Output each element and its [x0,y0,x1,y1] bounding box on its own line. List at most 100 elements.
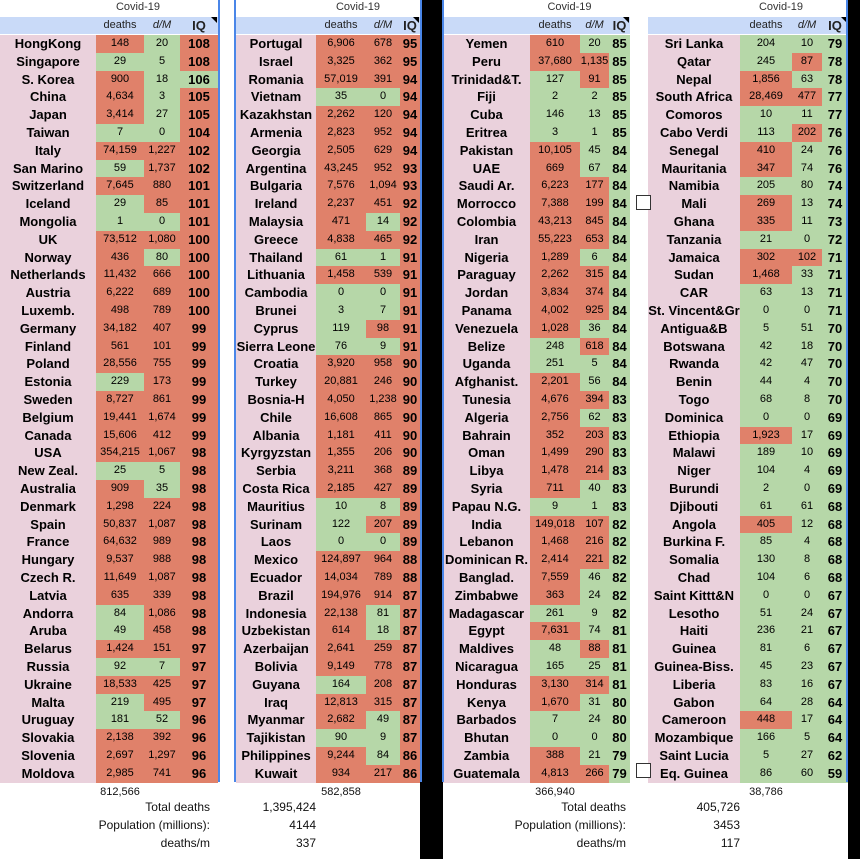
iq-cell[interactable]: 101 [180,195,218,213]
deaths-cell[interactable]: 9,537 [96,551,144,569]
country-cell[interactable]: Yemen [443,35,530,53]
deaths-cell[interactable]: 219 [96,693,144,712]
deaths-per-million-cell[interactable]: 266 [580,764,609,783]
deaths-per-million-cell[interactable]: 392 [144,729,180,747]
deaths-per-million-cell[interactable]: 81 [366,604,400,623]
summary-left-value[interactable]: 337 [295,836,316,850]
country-cell[interactable]: Liberia [648,675,740,694]
deaths-per-million-cell[interactable]: 427 [366,480,400,498]
country-cell[interactable]: Fiji [443,88,530,107]
iq-cell[interactable]: 67 [822,675,848,694]
deaths-per-million-cell[interactable]: 914 [366,586,400,605]
country-cell[interactable]: Romania [236,70,316,89]
country-cell[interactable]: Ghana [648,213,740,231]
deaths-per-million-cell[interactable]: 206 [366,444,400,463]
deaths-per-million-cell[interactable]: 98 [366,319,400,338]
country-cell[interactable]: Indonesia [236,604,316,623]
deaths-cell[interactable]: 471 [316,213,366,231]
deaths-per-million-cell[interactable]: 1 [580,124,609,142]
subtotal-cell[interactable]: 812,566 [100,785,140,798]
iq-cell[interactable]: 71 [822,266,848,285]
country-cell[interactable]: Chad [648,569,740,587]
deaths-cell[interactable]: 2,682 [316,711,366,730]
country-cell[interactable]: CAR [648,284,740,302]
deaths-cell[interactable]: 10 [740,106,792,124]
deaths-cell[interactable]: 22,138 [316,604,366,623]
iq-cell[interactable]: 94 [400,70,420,89]
iq-cell[interactable]: 73 [822,213,848,231]
deaths-per-million-cell[interactable]: 5 [792,729,822,747]
iq-cell[interactable]: 100 [180,248,218,267]
country-cell[interactable]: Malta [0,693,96,712]
deaths-cell[interactable]: 1,923 [740,426,792,445]
deaths-per-million-cell[interactable]: 87 [792,52,822,71]
deaths-per-million-cell[interactable]: 0 [792,230,822,249]
country-cell[interactable]: Madagascar [443,604,530,623]
country-cell[interactable]: USA [0,444,96,463]
iq-cell[interactable]: 96 [180,764,218,783]
country-cell[interactable]: Surinam [236,515,316,534]
iq-cell[interactable]: 90 [400,444,420,463]
iq-cell[interactable]: 93 [400,177,420,196]
iq-cell[interactable]: 98 [180,515,218,534]
country-cell[interactable]: Myanmar [236,711,316,730]
country-cell[interactable]: Bahrain [443,426,530,445]
deaths-per-million-cell[interactable]: 4 [792,462,822,480]
deaths-per-million-cell[interactable]: 16 [792,675,822,694]
country-cell[interactable]: Taiwan [0,124,96,142]
deaths-cell[interactable]: 561 [96,337,144,356]
deaths-per-million-cell[interactable]: 778 [366,658,400,676]
country-cell[interactable]: Tunesia [443,391,530,409]
country-cell[interactable]: Algeria [443,408,530,427]
iq-cell[interactable]: 99 [180,355,218,374]
deaths-per-million-cell[interactable]: 988 [144,551,180,569]
country-cell[interactable]: Estonia [0,373,96,391]
country-cell[interactable]: Togo [648,391,740,409]
deaths-cell[interactable]: 4,838 [316,230,366,249]
country-cell[interactable]: Zimbabwe [443,586,530,605]
country-cell[interactable]: Australia [0,480,96,498]
deaths-per-million-cell[interactable]: 1,135 [580,52,609,71]
iq-cell[interactable]: 87 [400,640,420,658]
iq-cell[interactable]: 70 [822,391,848,409]
iq-cell[interactable]: 91 [400,337,420,356]
deaths-per-million-cell[interactable]: 63 [792,70,822,89]
iq-cell[interactable]: 69 [822,444,848,463]
iq-cell[interactable]: 87 [400,729,420,747]
country-cell[interactable]: Bolivia [236,658,316,676]
deaths-per-million-cell[interactable]: 880 [144,177,180,196]
deaths-per-million-cell[interactable]: 246 [366,373,400,391]
deaths-per-million-cell[interactable]: 0 [792,302,822,320]
country-cell[interactable]: Somalia [648,551,740,569]
iq-cell[interactable]: 83 [609,408,630,427]
deaths-per-million-cell[interactable]: 368 [366,462,400,480]
iq-cell[interactable]: 99 [180,319,218,338]
iq-cell[interactable]: 98 [180,622,218,641]
iq-cell[interactable]: 95 [400,35,420,53]
iq-cell[interactable]: 82 [609,551,630,569]
deaths-per-million-cell[interactable]: 0 [792,586,822,605]
deaths-per-million-cell[interactable]: 425 [144,675,180,694]
deaths-per-million-cell[interactable]: 67 [580,159,609,178]
country-cell[interactable]: Botswana [648,337,740,356]
iq-cell[interactable]: 71 [822,284,848,302]
deaths-cell[interactable]: 3 [316,302,366,320]
iq-cell[interactable]: 101 [180,177,218,196]
deaths-per-million-cell[interactable]: 1 [366,248,400,267]
country-cell[interactable]: France [0,533,96,552]
country-cell[interactable]: Laos [236,533,316,552]
deaths-cell[interactable]: 45 [740,658,792,676]
country-cell[interactable]: Argentina [236,159,316,178]
iq-cell[interactable]: 76 [822,124,848,142]
iq-cell[interactable]: 83 [609,462,630,480]
country-cell[interactable]: Mali [648,195,740,213]
deaths-per-million-cell[interactable]: 216 [580,533,609,552]
deaths-per-million-cell[interactable]: 23 [792,658,822,676]
deaths-cell[interactable]: 347 [740,159,792,178]
deaths-per-million-cell[interactable]: 1,227 [144,141,180,160]
deaths-per-million-cell[interactable]: 6 [580,248,609,267]
deaths-per-million-cell[interactable]: 0 [366,284,400,302]
iq-cell[interactable]: 87 [400,693,420,712]
iq-cell[interactable]: 84 [609,159,630,178]
country-cell[interactable]: Thailand [236,248,316,267]
